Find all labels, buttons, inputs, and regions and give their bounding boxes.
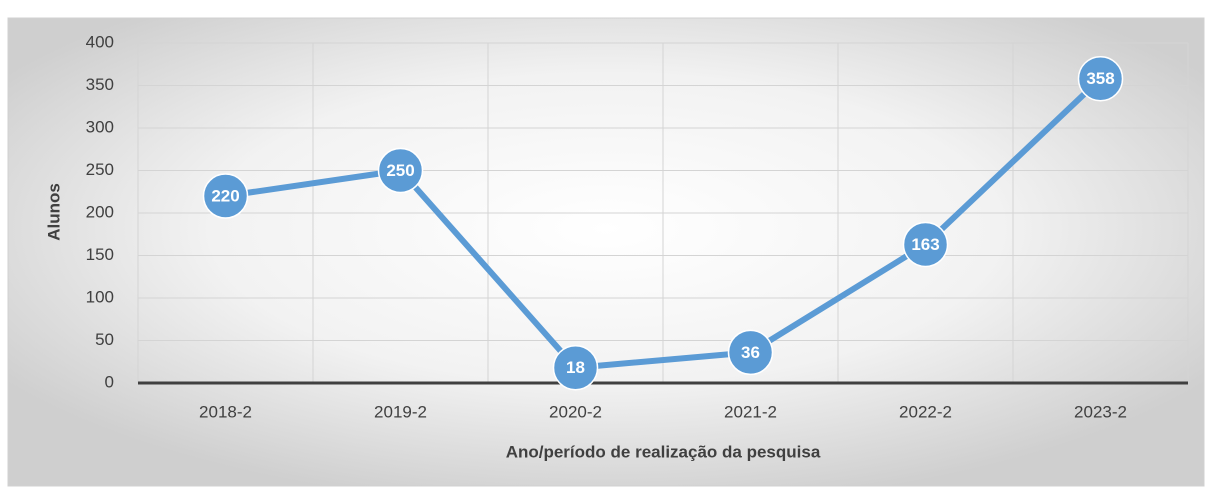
y-tick-label: 100 — [86, 287, 114, 306]
data-label: 220 — [211, 186, 239, 205]
data-label: 36 — [741, 343, 760, 362]
y-tick-label: 150 — [86, 245, 114, 264]
y-tick-label: 0 — [105, 372, 114, 391]
y-tick-label: 300 — [86, 117, 114, 136]
y-tick-label: 50 — [95, 330, 114, 349]
data-label: 18 — [566, 358, 585, 377]
x-tick-label: 2023-2 — [1074, 402, 1127, 421]
marker — [377, 147, 424, 194]
x-tick-label: 2022-2 — [899, 402, 952, 421]
y-tick-label: 250 — [86, 160, 114, 179]
x-axis-title: Ano/período de realização da pesquisa — [506, 442, 821, 461]
chart-background — [7, 17, 1205, 487]
y-tick-label: 400 — [86, 32, 114, 51]
marker — [902, 221, 949, 268]
y-tick-label: 200 — [86, 202, 114, 221]
y-tick-label: 350 — [86, 75, 114, 94]
line-series — [225, 76, 1103, 371]
marker — [202, 173, 249, 219]
x-tick-label: 2020-2 — [549, 402, 602, 421]
marker — [1077, 55, 1124, 102]
data-label: 358 — [1086, 69, 1114, 88]
marker — [552, 344, 599, 391]
x-tick-label: 2019-2 — [374, 402, 427, 421]
x-tick-label: 2021-2 — [724, 402, 777, 421]
data-label: 163 — [911, 235, 939, 254]
data-label: 250 — [386, 161, 414, 180]
x-tick-label: 2018-2 — [199, 402, 252, 421]
marker — [727, 329, 774, 376]
y-axis-title: Alunos — [44, 183, 63, 241]
